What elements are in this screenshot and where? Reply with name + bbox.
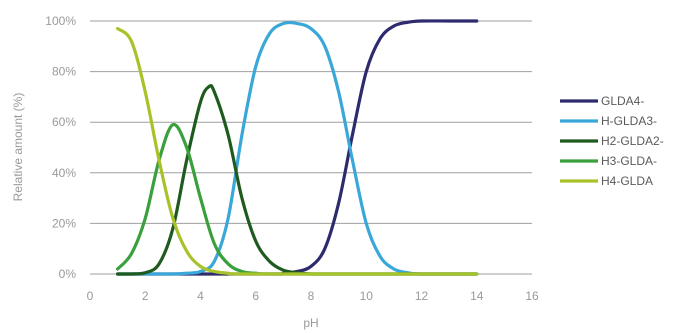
legend-label: H4-GLDA bbox=[601, 174, 653, 188]
x-tick-label: 4 bbox=[197, 289, 204, 303]
x-tick-labels: 0 2 4 6 8 10 12 14 16 bbox=[87, 289, 539, 303]
y-tick-label: 20% bbox=[52, 216, 76, 230]
x-tick-label: 2 bbox=[142, 289, 149, 303]
y-tick-label: 0% bbox=[59, 267, 77, 281]
x-tick-label: 10 bbox=[360, 289, 374, 303]
y-tick-label: 80% bbox=[52, 65, 76, 79]
x-tick-label: 16 bbox=[525, 289, 539, 303]
x-tick-label: 8 bbox=[308, 289, 315, 303]
x-tick-label: 14 bbox=[470, 289, 484, 303]
x-tick-label: 6 bbox=[252, 289, 259, 303]
series-line-h-glda3 bbox=[116, 20, 479, 276]
series-line-h2-glda2 bbox=[116, 83, 479, 276]
legend-label: GLDA4- bbox=[601, 94, 644, 108]
y-tick-label: 40% bbox=[52, 166, 76, 180]
series-line-h3-glda bbox=[116, 123, 479, 276]
series-line-h4-glda bbox=[116, 26, 479, 276]
legend-label: H-GLDA3- bbox=[601, 114, 657, 128]
series-lines bbox=[116, 19, 479, 276]
legend: GLDA4- H-GLDA3- H2-GLDA2- H3-GLDA- H4-GLDA bbox=[560, 94, 664, 188]
legend-label: H3-GLDA- bbox=[601, 154, 657, 168]
x-tick-label: 12 bbox=[415, 289, 429, 303]
y-tick-label: 60% bbox=[52, 115, 76, 129]
legend-label: H2-GLDA2- bbox=[601, 134, 664, 148]
y-axis-label: Relative amount (%) bbox=[11, 93, 25, 202]
y-tick-label: 100% bbox=[45, 14, 76, 28]
x-axis-label: pH bbox=[303, 316, 318, 330]
x-tick-label: 0 bbox=[87, 289, 94, 303]
y-tick-labels: 0% 20% 40% 60% 80% 100% bbox=[45, 14, 76, 281]
